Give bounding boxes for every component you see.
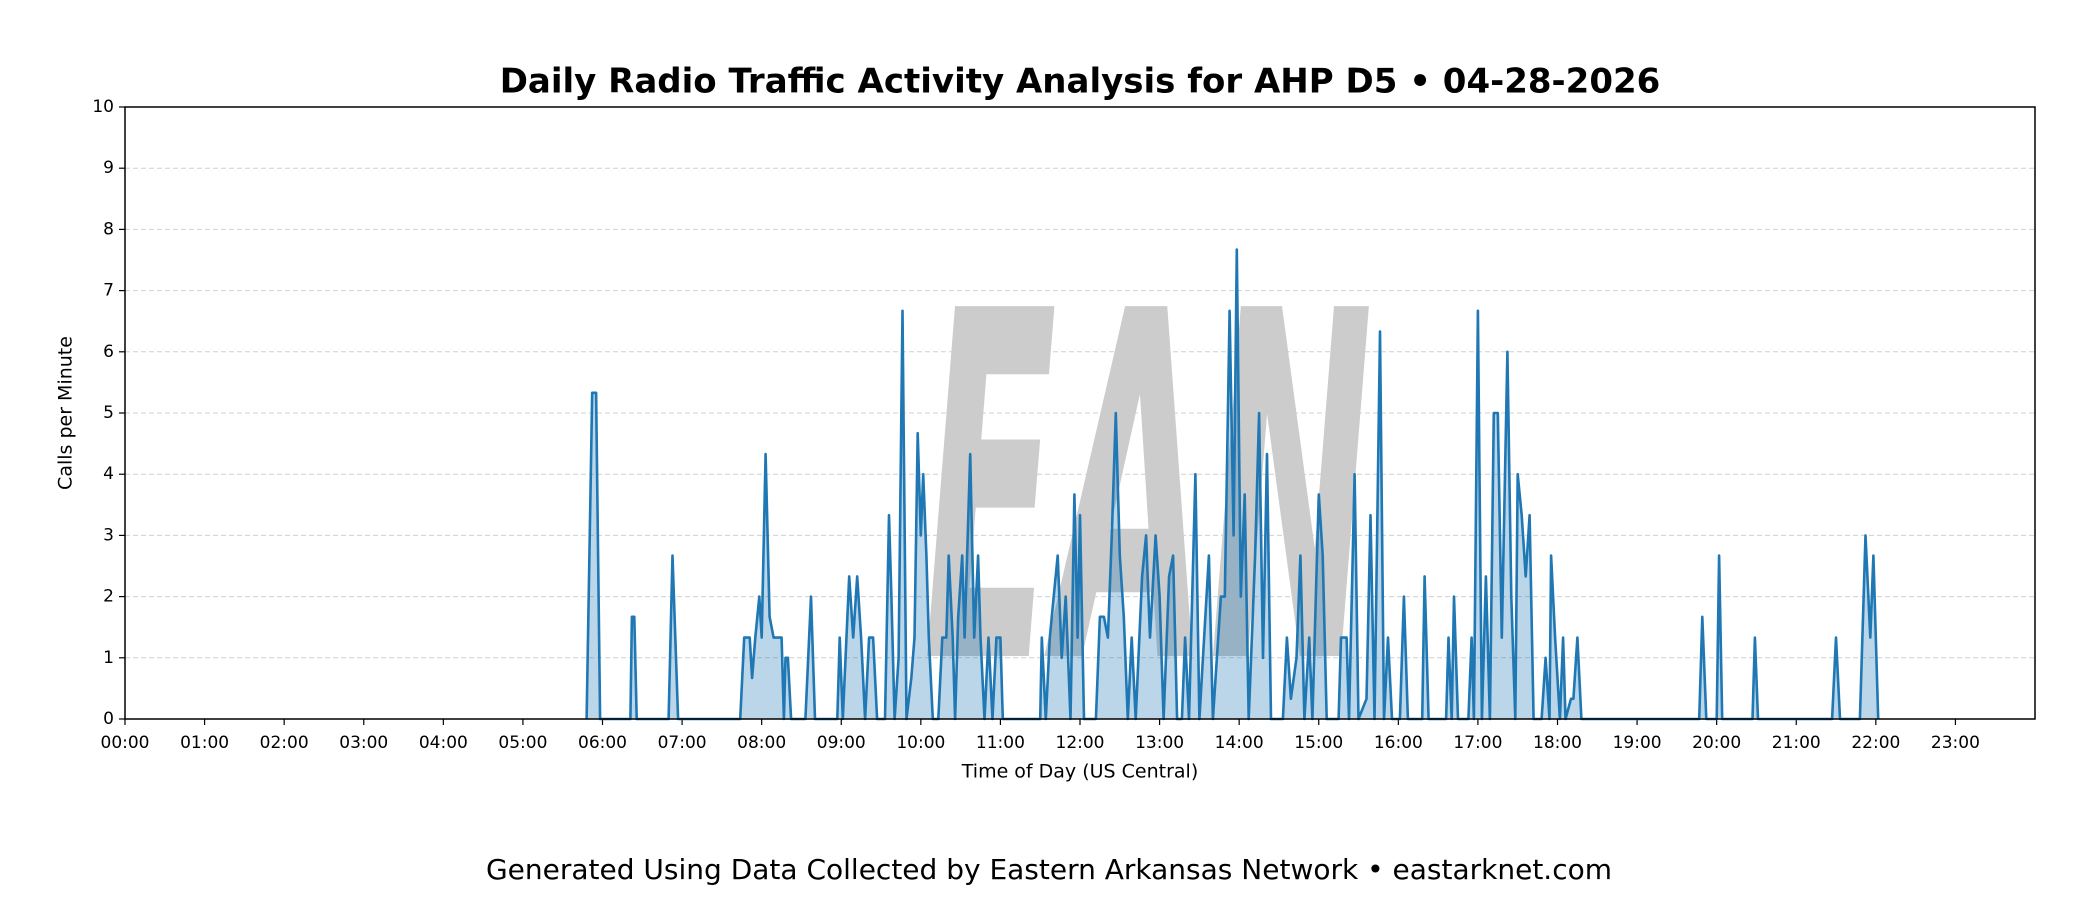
y-tick-label: 9 xyxy=(103,158,114,178)
x-tick-label: 04:00 xyxy=(419,733,468,753)
y-axis-label: Calls per Minute xyxy=(55,336,77,490)
y-tick-label: 5 xyxy=(103,403,114,423)
x-tick-label: 19:00 xyxy=(1613,733,1662,753)
x-tick-label: 09:00 xyxy=(817,733,866,753)
y-tick-label: 4 xyxy=(103,464,114,484)
x-tick-label: 11:00 xyxy=(976,733,1025,753)
y-tick-label: 8 xyxy=(103,219,114,239)
x-tick-label: 06:00 xyxy=(578,733,627,753)
y-tick-label: 0 xyxy=(103,709,114,729)
x-tick-label: 07:00 xyxy=(658,733,707,753)
chart-title: Daily Radio Traffic Activity Analysis fo… xyxy=(500,62,1661,102)
plot-frame xyxy=(124,106,2036,720)
x-tick-label: 00:00 xyxy=(101,733,150,753)
x-tick-label: 22:00 xyxy=(1851,733,1900,753)
x-tick-label: 05:00 xyxy=(498,733,547,753)
data-line xyxy=(585,248,1880,721)
x-tick-label: 08:00 xyxy=(737,733,786,753)
footer: Generated Using Data Collected by Easter… xyxy=(486,853,1612,886)
x-tick-label: 10:00 xyxy=(896,733,945,753)
y-tick-label: 3 xyxy=(103,525,114,545)
x-tick-label: 01:00 xyxy=(180,733,229,753)
y-tick-label: 1 xyxy=(103,648,114,668)
watermark: EAN xyxy=(923,211,1373,770)
y-tick-label: 6 xyxy=(103,342,114,362)
x-tick-label: 16:00 xyxy=(1374,733,1423,753)
x-tick-label: 20:00 xyxy=(1692,733,1741,753)
y-tick-label: 2 xyxy=(103,587,114,607)
x-tick-label: 02:00 xyxy=(260,733,309,753)
x-tick-label: 21:00 xyxy=(1772,733,1821,753)
x-tick-label: 14:00 xyxy=(1215,733,1264,753)
x-tick-label: 23:00 xyxy=(1931,733,1980,753)
x-tick-label: 17:00 xyxy=(1453,733,1502,753)
x-tick-label: 13:00 xyxy=(1135,733,1184,753)
x-tick-label: 18:00 xyxy=(1533,733,1582,753)
x-axis-label: Time of Day (US Central) xyxy=(961,761,1198,783)
y-tick-label: 7 xyxy=(103,281,114,301)
x-tick-label: 03:00 xyxy=(339,733,388,753)
y-tick-label: 10 xyxy=(92,97,114,117)
x-tick-label: 12:00 xyxy=(1056,733,1105,753)
x-tick-label: 15:00 xyxy=(1294,733,1343,753)
